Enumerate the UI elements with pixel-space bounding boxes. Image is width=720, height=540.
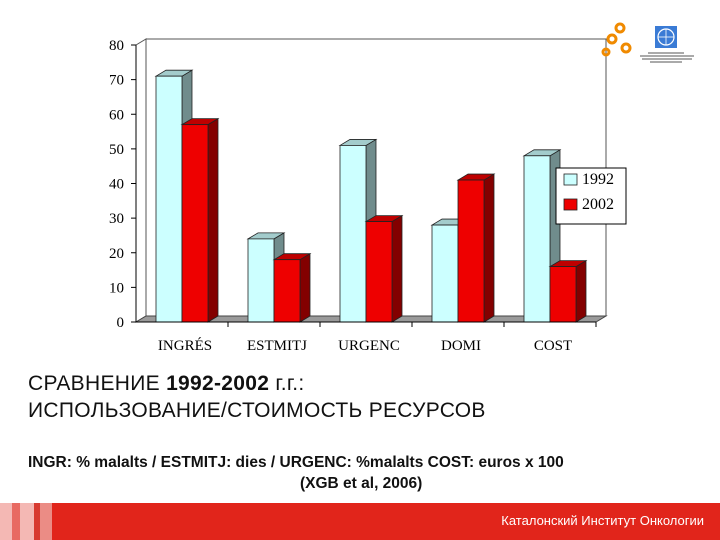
bar-side — [575, 259, 587, 323]
x-tick-label: URGENC — [338, 338, 400, 354]
y-tick-label: 40 — [109, 177, 124, 193]
heading-line2: ИСПОЛЬЗОВАНИЕ/СТОИМОСТЬ РЕСУРСОВ — [28, 399, 486, 422]
footer-stripes — [0, 503, 60, 540]
bar-2002 — [180, 117, 220, 323]
y-tick-label: 0 — [117, 315, 125, 331]
logo — [601, 22, 694, 63]
bar-front — [273, 259, 301, 323]
bar-front — [247, 238, 275, 323]
y-tick-label: 30 — [109, 211, 124, 227]
bar-2002 — [548, 259, 588, 323]
bar-front — [523, 155, 551, 323]
description: INGR: % malalts / ESTMITJ: dies / URGENC… — [28, 452, 708, 492]
y-tick-label: 80 — [109, 38, 124, 54]
legend-swatch — [563, 173, 578, 186]
x-axis: INGRÉS ESTMITJ URGENC DOMI COST — [136, 321, 597, 354]
y-tick-label: 50 — [109, 142, 124, 158]
heading-line1-prefix: СРАВНЕНИЕ — [28, 372, 167, 395]
footer-text: Каталонский Институт Онкологии — [501, 513, 704, 528]
bar-chart: 0 10 20 30 40 50 60 70 80 INGRÉS ESTMITJ URGENC DOM… — [109, 38, 627, 354]
footer-bar — [0, 503, 720, 540]
y-tick-label: 10 — [109, 280, 124, 296]
slide-heading: СРАВНЕНИЕ 1992-2002 г.г.: ИСПОЛЬЗОВАНИЕ/… — [28, 370, 708, 424]
bar-2002 — [272, 252, 312, 323]
heading-years: 1992-2002 — [166, 372, 270, 395]
y-axis: 0 10 20 30 40 50 60 70 80 — [109, 38, 137, 331]
x-tick-label: COST — [534, 338, 572, 354]
un-emblem-icon — [655, 26, 677, 48]
bar-front — [457, 179, 485, 323]
legend: 1992 2002 — [555, 167, 627, 225]
legend-label: 2002 — [582, 196, 614, 213]
bar-front — [549, 266, 577, 323]
bar-side — [391, 214, 403, 323]
legend-label: 1992 — [582, 171, 614, 188]
orange-rings-icon — [601, 22, 632, 57]
x-tick-label: INGRÉS — [158, 337, 212, 354]
bar-side — [299, 252, 311, 323]
y-tick-label: 60 — [109, 107, 124, 123]
heading-line1-suffix: г.г.: — [269, 372, 305, 395]
bar-front — [431, 224, 459, 323]
bars — [154, 69, 588, 323]
bar-front — [339, 145, 367, 323]
citation: (XGB et al, 2006) — [300, 475, 423, 492]
bar-front — [181, 124, 209, 323]
description-main: INGR: % malalts / ESTMITJ: dies / URGENC… — [28, 454, 564, 471]
back-wall-side — [135, 38, 147, 323]
organization-caption — [640, 52, 694, 63]
legend-swatch — [563, 198, 578, 211]
bar-side — [483, 173, 495, 323]
x-tick-label: ESTMITJ — [247, 338, 307, 354]
bar-2002 — [456, 173, 496, 323]
bar-front — [155, 75, 183, 323]
y-tick-label: 70 — [109, 73, 124, 89]
bar-side — [207, 117, 219, 323]
x-tick-label: DOMI — [441, 338, 481, 354]
bar-front — [365, 221, 393, 323]
y-tick-label: 20 — [109, 246, 124, 262]
bar-2002 — [364, 214, 404, 323]
